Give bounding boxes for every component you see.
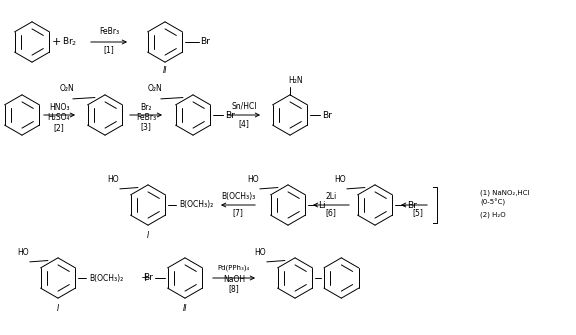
Text: Br: Br [322, 111, 332, 120]
Text: Br: Br [200, 38, 210, 47]
Text: O₂N: O₂N [147, 84, 162, 93]
Text: Li: Li [319, 201, 326, 209]
Text: 2Li: 2Li [325, 192, 336, 201]
Text: NaOH: NaOH [223, 274, 245, 283]
Text: [5]: [5] [412, 208, 423, 217]
Text: (0-5°C): (0-5°C) [480, 198, 505, 206]
Text: [2]: [2] [54, 124, 65, 133]
Text: [8]: [8] [229, 284, 240, 293]
Text: [3]: [3] [141, 123, 151, 132]
Text: I: I [57, 304, 59, 313]
Text: H₂SO₄: H₂SO₄ [48, 114, 70, 123]
Text: FeBr₃: FeBr₃ [136, 113, 156, 122]
Text: (2) H₂O: (2) H₂O [480, 212, 506, 218]
Text: FeBr₃: FeBr₃ [99, 27, 119, 37]
Text: HO: HO [334, 175, 346, 184]
Text: [4]: [4] [238, 120, 249, 129]
Text: Pd(PPh₃)₄: Pd(PPh₃)₄ [218, 265, 250, 271]
Text: [7]: [7] [233, 208, 244, 217]
Text: B(OCH₃)₃: B(OCH₃)₃ [221, 192, 255, 201]
Text: HO: HO [254, 248, 266, 257]
Text: B(OCH₃)₂: B(OCH₃)₂ [179, 201, 213, 209]
Text: HNO₃: HNO₃ [49, 103, 69, 112]
Text: Br: Br [225, 111, 235, 120]
Text: HO: HO [17, 248, 29, 257]
Text: B(OCH₃)₂: B(OCH₃)₂ [89, 273, 123, 282]
Text: II: II [183, 304, 187, 313]
Text: I: I [147, 231, 149, 240]
Text: O₂N: O₂N [59, 84, 74, 93]
Text: Br: Br [143, 273, 153, 282]
Text: (1) NaNO₂,HCl: (1) NaNO₂,HCl [480, 190, 529, 196]
Text: +: + [141, 273, 150, 283]
Text: +: + [51, 37, 60, 47]
Text: [1]: [1] [104, 46, 115, 55]
Text: [6]: [6] [325, 208, 336, 217]
Text: HO: HO [247, 175, 259, 184]
Text: HO: HO [107, 175, 119, 184]
Text: Br: Br [407, 201, 417, 209]
Text: II: II [163, 66, 167, 75]
Text: Br₂: Br₂ [140, 103, 151, 112]
Text: Br$_2$: Br$_2$ [62, 36, 78, 48]
Text: Sn/HCl: Sn/HCl [231, 102, 257, 111]
Text: H₂N: H₂N [289, 76, 304, 85]
